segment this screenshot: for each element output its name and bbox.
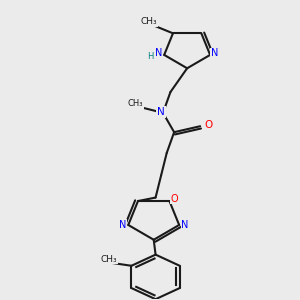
Text: N: N: [157, 107, 165, 117]
Text: N: N: [182, 220, 189, 230]
Text: CH₃: CH₃: [101, 255, 118, 264]
Text: N: N: [155, 48, 162, 59]
Text: N: N: [211, 48, 218, 59]
Text: H: H: [147, 52, 153, 61]
Text: CH₃: CH₃: [128, 99, 143, 108]
Text: O: O: [171, 194, 178, 204]
Text: N: N: [118, 220, 126, 230]
Text: CH₃: CH₃: [140, 17, 157, 26]
Text: O: O: [204, 120, 212, 130]
